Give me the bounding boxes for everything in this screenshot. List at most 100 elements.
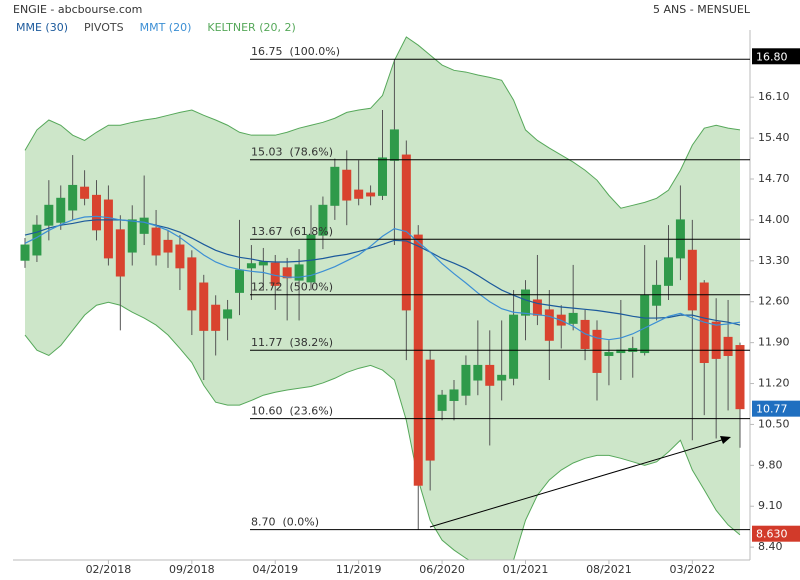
candle-body: [592, 329, 602, 373]
candle-body: [127, 219, 137, 253]
y-tick-label: 15.40: [758, 131, 790, 144]
y-tick-label: 11.90: [758, 336, 790, 349]
candle-body: [687, 249, 697, 311]
y-tick-label: 11.20: [758, 377, 790, 390]
price-badge: [752, 48, 800, 65]
moving-average: [24, 215, 741, 341]
candle-body: [199, 282, 209, 331]
candle-body: [80, 186, 90, 199]
candle-body: [306, 234, 316, 283]
pivot-label: 13.67 (61.8%): [251, 225, 333, 238]
x-tick-label: 03/2022: [669, 563, 715, 576]
candle-body: [187, 257, 197, 311]
candle-body: [354, 189, 364, 199]
candle-body: [235, 269, 244, 293]
legend-entry: MME (30): [16, 21, 68, 34]
pivot-label: 11.77 (38.2%): [251, 336, 333, 349]
x-tick-label: 08/2021: [586, 563, 632, 576]
candle-body: [485, 364, 495, 386]
candle-body: [544, 309, 554, 341]
candle-body: [664, 257, 673, 286]
candle-body: [92, 194, 101, 231]
x-tick-label: 11/2019: [336, 563, 382, 576]
y-tick-label: 14.00: [758, 213, 790, 226]
candle-body: [139, 217, 149, 234]
candle-body: [366, 192, 376, 197]
candle-body: [246, 263, 256, 269]
arrow-head: [720, 436, 731, 444]
candle-body: [413, 234, 423, 486]
candle-body: [115, 229, 125, 277]
price-badge: [752, 525, 800, 542]
candle-body: [44, 204, 54, 226]
candle-body: [437, 394, 447, 411]
candle-body: [497, 374, 507, 381]
x-tick-label: 02/2018: [86, 563, 132, 576]
candle-body: [151, 227, 161, 256]
y-tick-label: 13.30: [758, 254, 790, 267]
pivot-label: 10.60 (23.6%): [251, 405, 333, 418]
candle-body: [56, 197, 66, 223]
candle-body: [32, 224, 42, 256]
keltner-band: [25, 37, 740, 560]
candle-body: [723, 336, 733, 356]
candle-body: [103, 199, 113, 259]
pivot-label: 16.75 (100.0%): [251, 45, 340, 58]
x-tick-label: 01/2021: [503, 563, 549, 576]
candle-body: [211, 304, 221, 331]
price-badge-label: 10.77: [756, 403, 788, 416]
candle-body: [652, 284, 662, 306]
y-tick-label: 9.10: [758, 499, 783, 512]
y-tick-label: 14.70: [758, 172, 790, 185]
plot-area: [20, 36, 745, 560]
candle-body: [640, 294, 650, 354]
x-tick-label: 06/2020: [419, 563, 465, 576]
y-tick-label: 10.50: [758, 417, 790, 430]
candle-body: [378, 157, 387, 196]
candle-body: [258, 261, 268, 266]
candle-body: [163, 239, 173, 253]
candle-body: [473, 364, 483, 381]
x-tick-label: 09/2018: [169, 563, 215, 576]
price-badge: [752, 400, 800, 417]
candle-body: [425, 359, 435, 461]
candle-body: [330, 166, 340, 206]
candle-body: [294, 264, 304, 281]
candle-body: [449, 389, 459, 401]
candle-body: [318, 204, 328, 236]
candle-body: [389, 129, 399, 161]
candle-body: [604, 352, 614, 356]
y-tick-label: 12.60: [758, 295, 790, 308]
candle-body: [711, 321, 721, 359]
candle-body: [735, 345, 745, 410]
candle-body: [568, 312, 578, 324]
candle-body: [342, 169, 352, 201]
keltner-upper: [24, 36, 741, 209]
legend-entry: MMT (20): [140, 21, 192, 34]
candle-body: [175, 244, 185, 269]
candle-body: [461, 364, 471, 396]
y-tick-label: 8.40: [758, 540, 783, 553]
price-badge-label: 8.630: [756, 528, 788, 541]
legend-entry: PIVOTS: [84, 21, 124, 34]
chart-title: ENGIE - abcbourse.com: [13, 3, 142, 16]
candle-body: [68, 184, 78, 211]
trend-arrow: [429, 438, 726, 528]
candle-body: [20, 244, 30, 261]
y-tick-label: 16.10: [758, 90, 790, 103]
candle-body: [509, 314, 519, 379]
pivot-label: 15.03 (78.6%): [251, 146, 333, 159]
y-tick-label: 9.80: [758, 458, 783, 471]
price-badge-label: 16.80: [756, 50, 788, 63]
legend-entry: KELTNER (20, 2): [207, 21, 295, 34]
candle-body: [223, 309, 233, 319]
pivot-label: 8.70 (0.0%): [251, 516, 319, 529]
x-tick-label: 04/2019: [252, 563, 298, 576]
keltner-lower: [24, 301, 741, 560]
period-label: 5 ANS - MENSUEL: [653, 3, 751, 16]
pivot-label: 12.72 (50.0%): [251, 281, 333, 294]
candle-body: [521, 289, 530, 316]
candle-body: [401, 154, 411, 311]
